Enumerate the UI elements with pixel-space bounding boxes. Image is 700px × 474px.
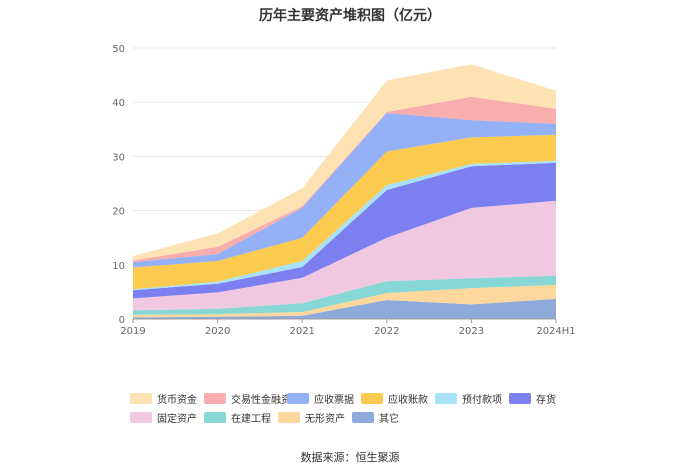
area-应收票据 <box>133 113 556 268</box>
x-tick-label: 2020 <box>205 326 230 337</box>
y-tick-label: 50 <box>112 44 125 55</box>
legend-item[interactable]: 预付款项 <box>435 391 509 406</box>
legend-label: 无形资产 <box>305 414 345 425</box>
legend-item[interactable]: 其它 <box>352 410 426 425</box>
axes: 0 10 20 30 40 50 2019 2020 2021 2022 2023 2024H1 <box>112 44 575 337</box>
y-tick-label: 0 <box>119 315 125 326</box>
legend-row: 固定资产 在建工程 无形资产 其它 <box>130 408 590 427</box>
area-series <box>133 64 556 319</box>
y-tick-label: 20 <box>112 207 125 218</box>
legend-row: 货币资金 交易性金融资产 应收票据 应收账款 预付款项 存货 <box>130 389 590 408</box>
area-其它 <box>133 298 556 319</box>
legend-item[interactable]: 在建工程 <box>204 410 278 425</box>
legend-swatch <box>204 412 226 423</box>
legend-label: 其它 <box>379 414 399 425</box>
legend-label: 应收票据 <box>314 395 354 406</box>
y-tick-label: 30 <box>112 152 125 163</box>
legend-swatch <box>278 412 300 423</box>
legend-label: 在建工程 <box>231 414 271 425</box>
legend-item[interactable]: 应收票据 <box>287 391 361 406</box>
x-tick-label: 2019 <box>120 326 145 337</box>
legend-item[interactable]: 无形资产 <box>278 410 352 425</box>
chart-title: 历年主要资产堆积图（亿元） <box>259 8 441 24</box>
legend-swatch <box>435 393 457 404</box>
area-在建工程 <box>133 275 556 315</box>
legend-item[interactable]: 应收账款 <box>361 391 435 406</box>
legend-swatch <box>287 393 309 404</box>
legend-item[interactable]: 固定资产 <box>130 410 204 425</box>
y-tick-label: 10 <box>112 261 125 272</box>
legend-label: 交易性金融资产 <box>231 395 301 406</box>
source-note: 数据来源：恒生聚源 <box>300 451 400 464</box>
x-tick-label: 2024H1 <box>536 326 575 337</box>
legend-label: 预付款项 <box>462 395 502 406</box>
legend-item[interactable]: 货币资金 <box>130 391 204 406</box>
legend-label: 货币资金 <box>157 395 197 406</box>
legend-swatch <box>204 393 226 404</box>
area-货币资金 <box>133 64 556 261</box>
legend-swatch <box>352 412 374 423</box>
x-tick-label: 2022 <box>374 326 399 337</box>
area-交易性金融资产 <box>133 96 556 263</box>
y-tick-label: 40 <box>112 98 125 109</box>
legend-item[interactable]: 存货 <box>509 391 583 406</box>
legend-swatch <box>130 393 152 404</box>
area-预付款项 <box>133 160 556 291</box>
area-应收账款 <box>133 134 556 290</box>
legend-swatch <box>361 393 383 404</box>
area-无形资产 <box>133 284 556 318</box>
legend-label: 存货 <box>536 395 556 406</box>
x-tick-label: 2023 <box>459 326 484 337</box>
legend-label: 应收账款 <box>388 395 428 406</box>
area-存货 <box>133 162 556 299</box>
legend-swatch <box>509 393 531 404</box>
x-tick-label: 2021 <box>289 326 314 337</box>
legend: 货币资金 交易性金融资产 应收票据 应收账款 预付款项 存货固定资产 在建工程 无形资产 其它 <box>130 389 590 427</box>
legend-item[interactable]: 交易性金融资产 <box>204 391 301 406</box>
area-固定资产 <box>133 200 556 311</box>
legend-swatch <box>130 412 152 423</box>
legend-label: 固定资产 <box>157 414 197 425</box>
